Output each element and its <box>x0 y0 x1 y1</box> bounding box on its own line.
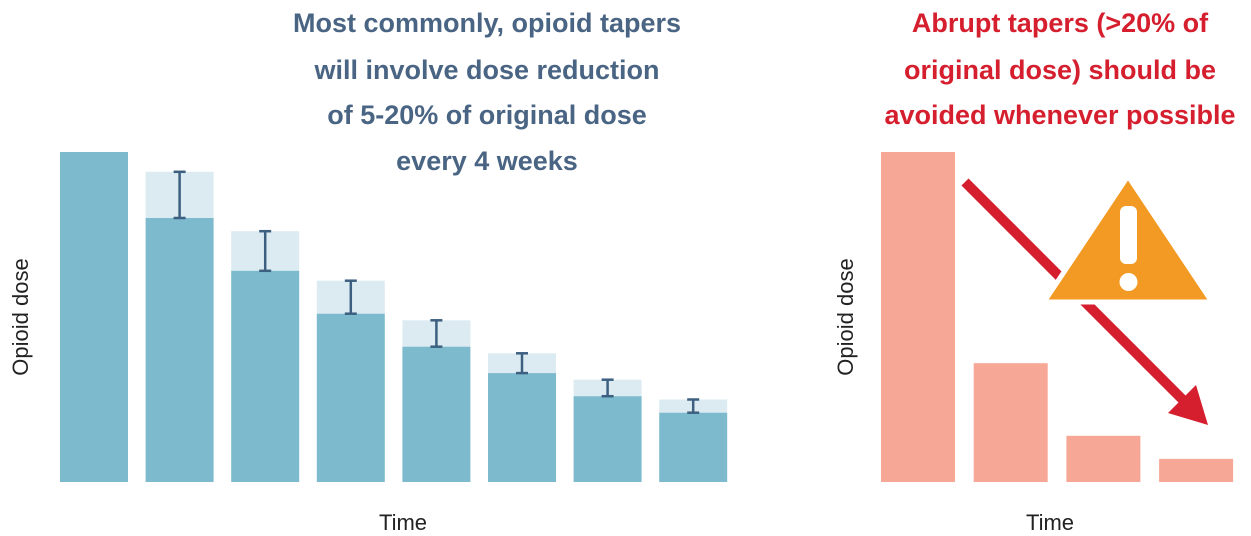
x-axis-label: Time <box>1026 510 1074 535</box>
chart-title: will involve dose reduction <box>313 55 659 85</box>
bar <box>145 218 214 482</box>
chart-title: every 4 weeks <box>396 146 578 176</box>
error-bar <box>601 378 614 398</box>
warning-icon <box>1041 173 1215 305</box>
error-bar <box>344 279 357 315</box>
bar <box>316 313 385 482</box>
chart-title: of 5-20% of original dose <box>327 100 647 130</box>
bar <box>659 412 728 482</box>
error-bar <box>687 398 700 414</box>
chart-title: Most commonly, opioid tapers <box>293 8 681 38</box>
y-axis-label: Opioid dose <box>833 258 858 375</box>
y-axis-label: Opioid dose <box>8 258 33 375</box>
chart-title: Abrupt tapers (>20% of <box>912 8 1209 38</box>
bar <box>881 152 955 482</box>
bar <box>402 346 471 482</box>
error-bar <box>430 319 443 348</box>
bar <box>1066 435 1141 482</box>
bar <box>60 152 128 482</box>
bar <box>231 270 300 482</box>
bar <box>973 363 1048 482</box>
x-axis-label: Time <box>379 510 427 535</box>
error-bar <box>259 229 272 273</box>
bar <box>488 373 556 482</box>
bar <box>573 396 642 482</box>
error-bar <box>516 352 528 375</box>
chart-title: avoided whenever possible <box>884 100 1235 130</box>
error-bar <box>173 170 186 220</box>
bar <box>1159 458 1234 482</box>
chart-title: original dose) should be <box>904 55 1216 85</box>
